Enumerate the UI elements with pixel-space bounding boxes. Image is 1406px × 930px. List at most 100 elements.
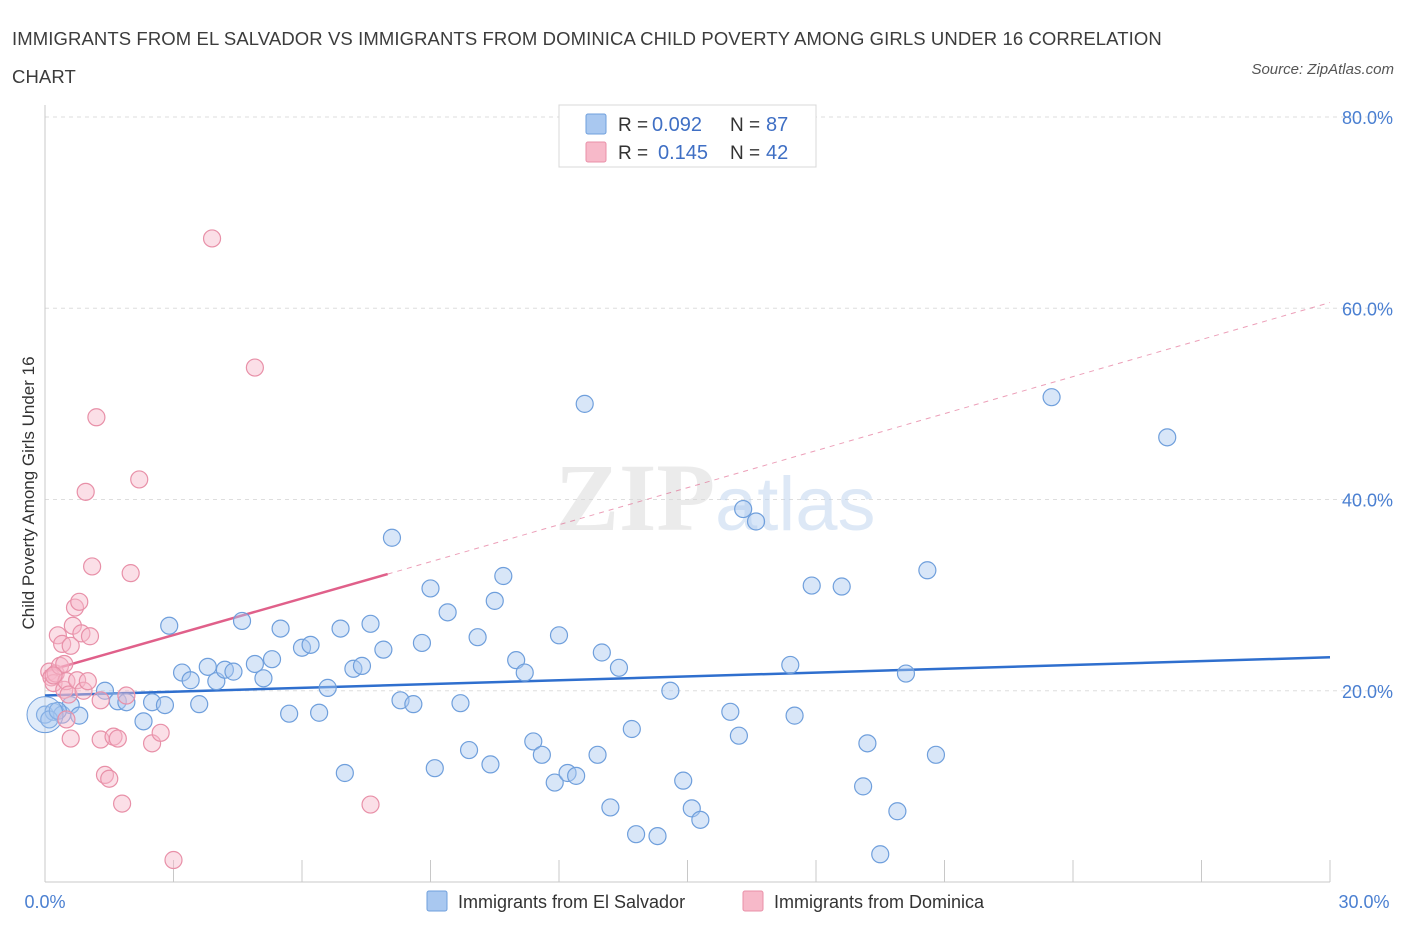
series-legend-swatch-dominica bbox=[742, 890, 764, 912]
stats-legend-r-label: R = bbox=[618, 115, 648, 136]
data-point bbox=[76, 482, 95, 501]
data-point bbox=[190, 695, 209, 714]
x-tick-label-max: 30.0% bbox=[1338, 892, 1389, 912]
data-point bbox=[412, 633, 432, 653]
series-legend: Immigrants from El Salvador Immigrants f… bbox=[426, 890, 985, 912]
data-point bbox=[575, 394, 594, 413]
data-point bbox=[592, 643, 611, 662]
data-point bbox=[421, 579, 440, 598]
data-point bbox=[55, 654, 74, 674]
data-point bbox=[130, 470, 149, 489]
x-ticks bbox=[44, 860, 1331, 882]
data-point bbox=[181, 671, 200, 690]
data-point bbox=[202, 229, 222, 248]
series-legend-label-el-salvador: Immigrants from El Salvador bbox=[458, 892, 685, 912]
stats-legend-n-value-dominica: 42 bbox=[766, 142, 788, 164]
data-point bbox=[83, 557, 102, 576]
data-point bbox=[888, 802, 907, 821]
data-point bbox=[155, 695, 175, 715]
data-point bbox=[271, 619, 290, 638]
x-tick-label-min: 0.0% bbox=[24, 892, 65, 912]
data-point bbox=[61, 729, 80, 748]
data-point bbox=[245, 358, 264, 377]
data-point bbox=[245, 654, 264, 674]
trend-line bbox=[44, 572, 389, 673]
data-point bbox=[70, 592, 89, 611]
data-point bbox=[1042, 388, 1061, 407]
data-point bbox=[352, 656, 372, 675]
data-point bbox=[404, 695, 423, 714]
watermark-atlas: atlas bbox=[715, 462, 876, 547]
data-point bbox=[648, 826, 667, 846]
series-dominica-points bbox=[40, 229, 380, 870]
stats-legend-n-label: N = bbox=[730, 115, 760, 136]
data-point bbox=[262, 650, 282, 669]
watermark: ZIP atlas bbox=[555, 444, 876, 551]
trend-line bbox=[44, 656, 1331, 697]
data-point bbox=[280, 704, 299, 723]
stats-legend-r-label: R = bbox=[618, 143, 648, 164]
y-tick-label: 20.0% bbox=[1342, 682, 1393, 702]
data-point bbox=[721, 702, 740, 721]
data-point bbox=[117, 686, 136, 705]
data-point bbox=[382, 528, 402, 547]
trend-lines bbox=[44, 302, 1331, 697]
data-point bbox=[78, 672, 97, 691]
data-point bbox=[44, 666, 63, 685]
data-point bbox=[374, 640, 393, 659]
data-point bbox=[746, 512, 766, 531]
data-point bbox=[254, 669, 273, 688]
data-point bbox=[117, 693, 136, 712]
data-point bbox=[74, 681, 93, 700]
data-point bbox=[451, 694, 470, 713]
data-point bbox=[802, 576, 821, 595]
data-point bbox=[459, 740, 479, 760]
data-point bbox=[331, 619, 350, 638]
stats-legend-swatch-dominica bbox=[585, 141, 607, 163]
data-point bbox=[691, 810, 710, 829]
data-point bbox=[61, 636, 80, 655]
data-point bbox=[301, 635, 320, 654]
data-point bbox=[918, 561, 937, 580]
stats-legend-n-value-el-salvador: 87 bbox=[766, 114, 788, 136]
data-point bbox=[1158, 428, 1177, 447]
y-tick-label: 60.0% bbox=[1342, 299, 1393, 319]
y-tick-labels: 20.0% 40.0% 60.0% 80.0% bbox=[1342, 108, 1393, 702]
data-point bbox=[318, 678, 337, 697]
data-point bbox=[896, 664, 916, 683]
stats-legend-r-value-el-salvador: 0.092 bbox=[652, 114, 702, 136]
data-point bbox=[100, 769, 119, 788]
data-point bbox=[626, 825, 646, 844]
data-point bbox=[438, 603, 457, 622]
chart-title: IMMIGRANTS FROM EL SALVADOR VS IMMIGRANT… bbox=[12, 28, 1162, 87]
data-point bbox=[310, 703, 329, 722]
data-point bbox=[232, 611, 252, 631]
y-axis-title: Child Poverty Among Girls Under 16 bbox=[19, 356, 38, 629]
data-point bbox=[858, 734, 877, 753]
y-tick-label: 80.0% bbox=[1342, 108, 1393, 128]
data-point bbox=[134, 712, 153, 731]
data-point bbox=[335, 763, 354, 783]
data-point bbox=[601, 798, 620, 817]
data-point bbox=[729, 726, 749, 745]
watermark-zip: ZIP bbox=[555, 444, 715, 551]
data-point bbox=[87, 408, 106, 427]
data-point bbox=[832, 577, 851, 596]
data-point bbox=[59, 685, 78, 704]
series-legend-swatch-el-salvador bbox=[426, 890, 448, 912]
stats-legend-swatch-el-salvador bbox=[585, 113, 607, 135]
data-point bbox=[164, 850, 183, 870]
data-point bbox=[926, 745, 946, 764]
data-point bbox=[361, 614, 380, 633]
data-point bbox=[48, 626, 67, 645]
data-point bbox=[507, 651, 526, 670]
series-legend-label-dominica: Immigrants from Dominica bbox=[774, 892, 985, 912]
data-point bbox=[785, 706, 804, 725]
data-point bbox=[485, 591, 504, 610]
data-point bbox=[361, 795, 380, 814]
stats-legend-r-value-dominica: 0.145 bbox=[658, 142, 708, 164]
data-point bbox=[121, 564, 140, 583]
y-tick-label: 40.0% bbox=[1342, 491, 1393, 511]
data-point bbox=[871, 845, 890, 864]
